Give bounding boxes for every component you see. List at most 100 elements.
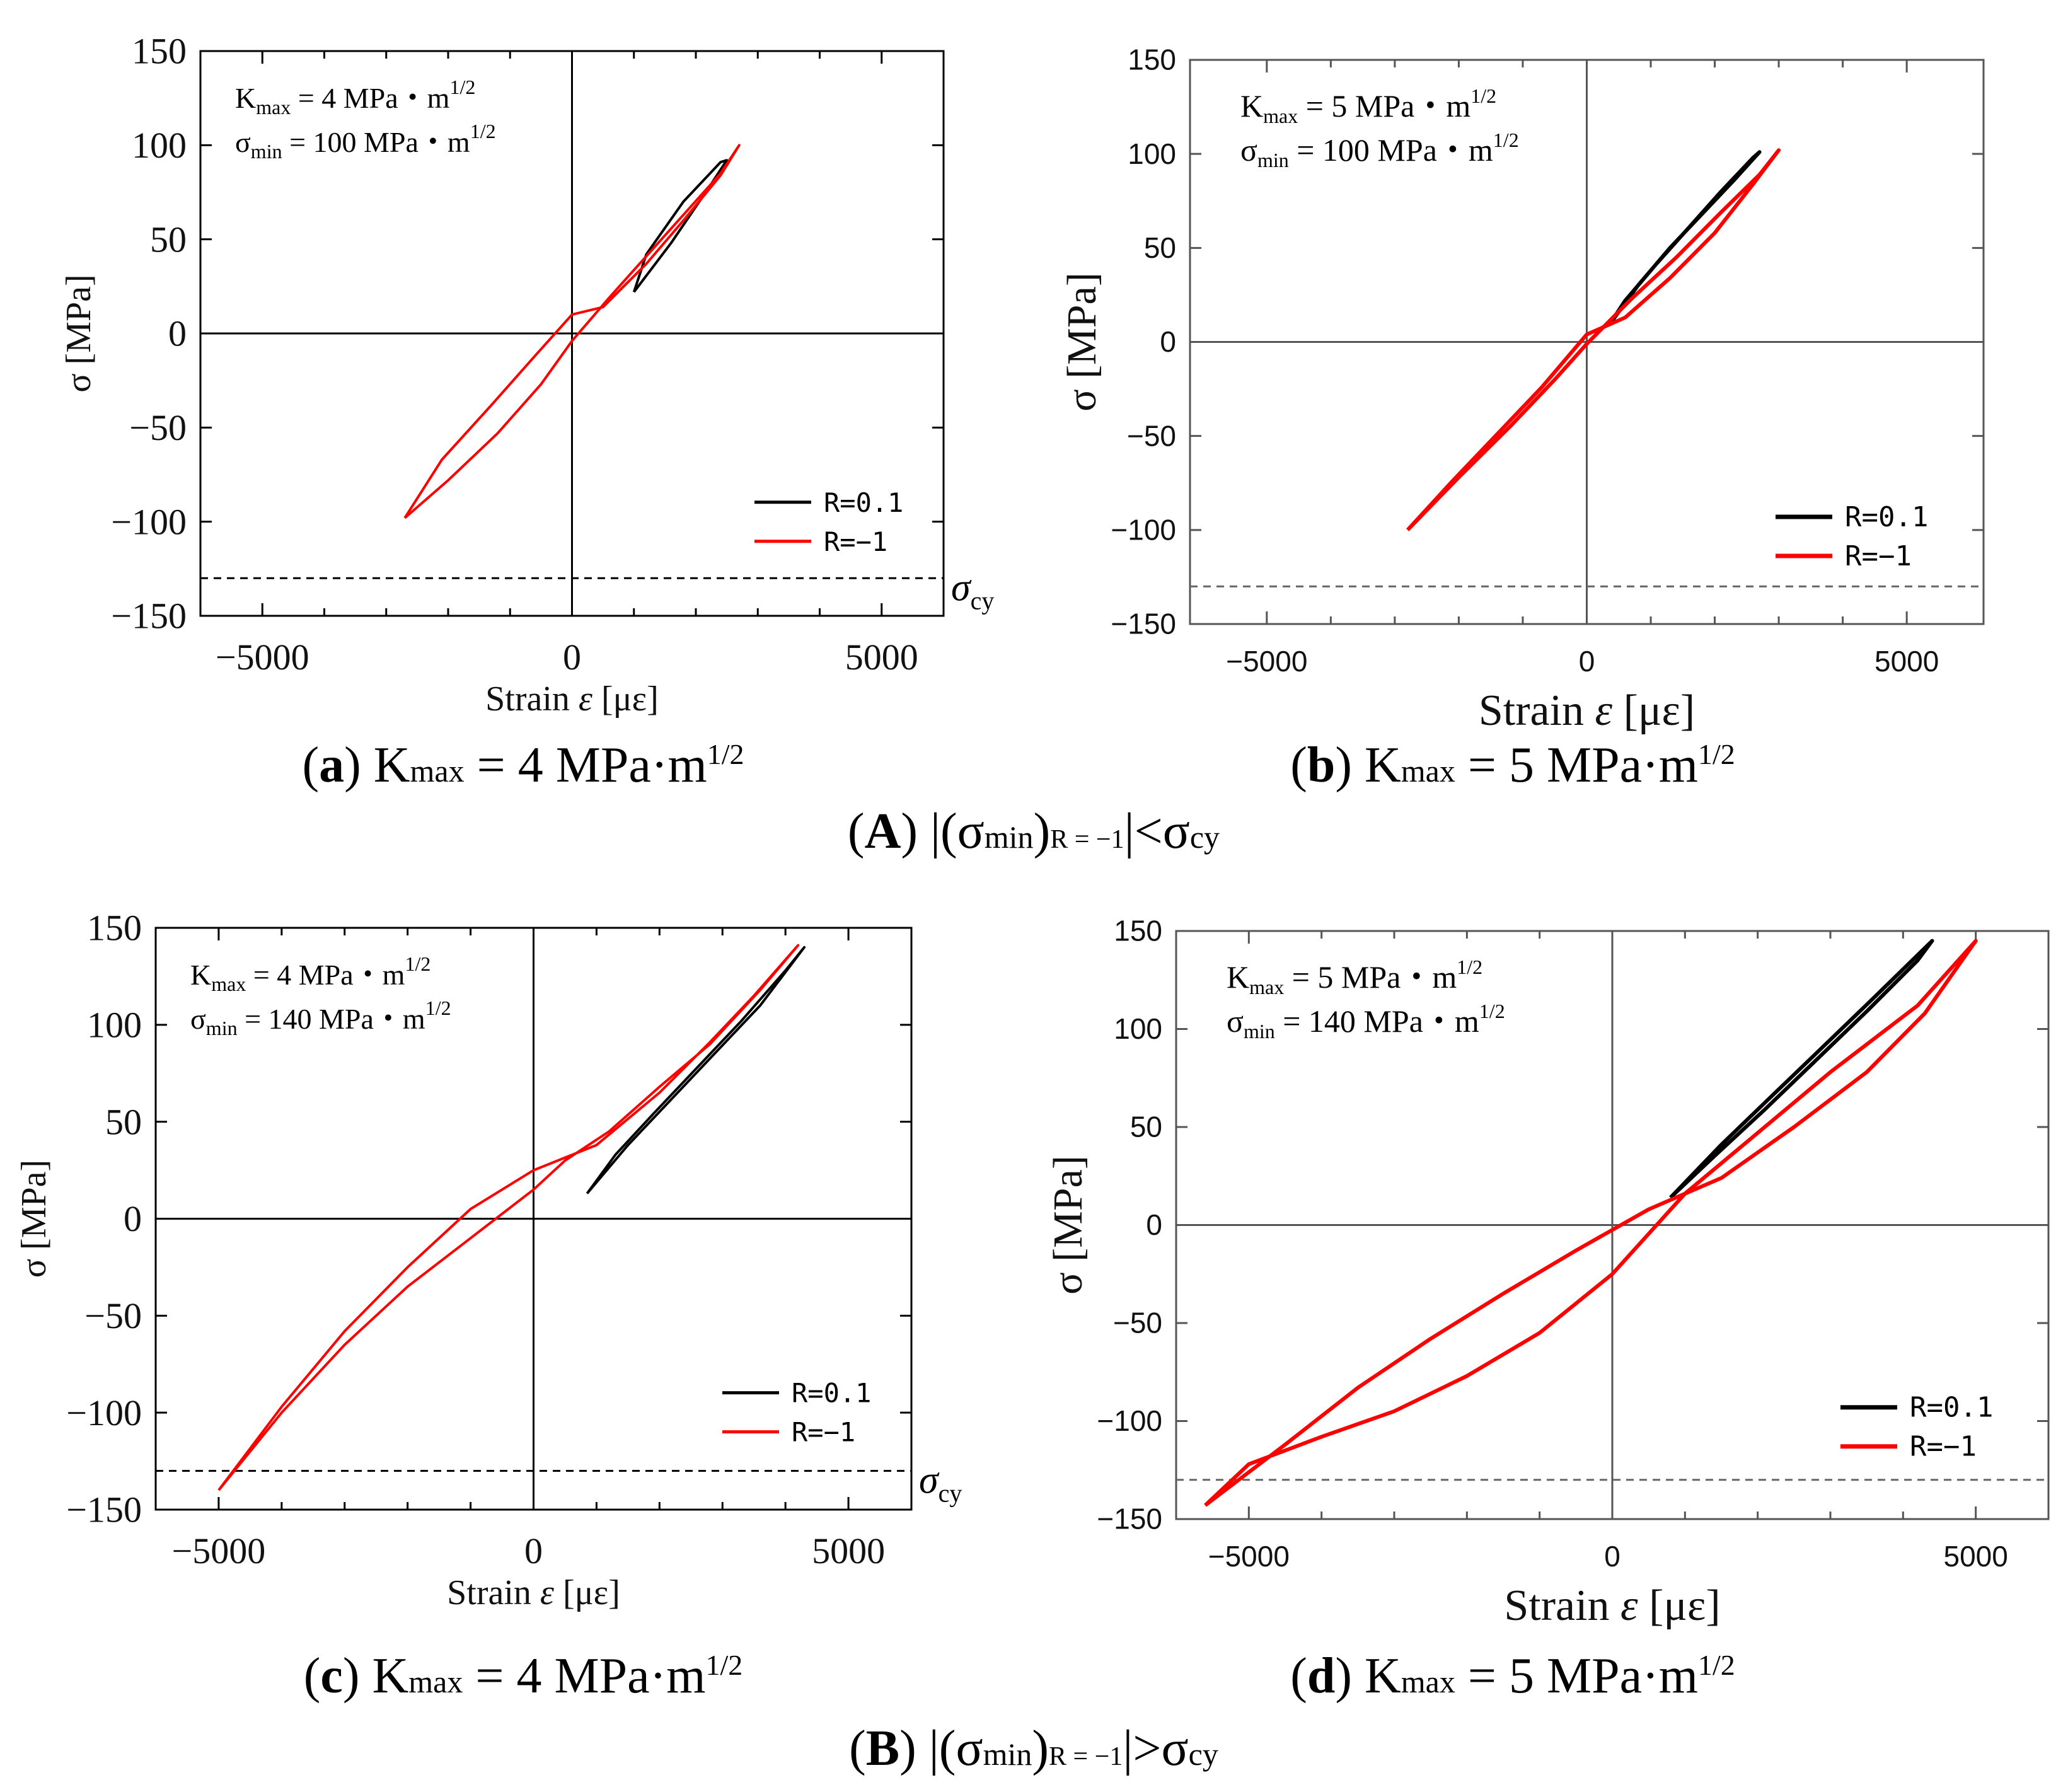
y-tick-label: −50: [84, 1295, 142, 1336]
panel-caption: (c) Kmax = 4 MPa·m1/2: [304, 1648, 743, 1704]
annotation-subscript: min: [251, 140, 282, 163]
group-cy: cy: [1189, 1737, 1218, 1772]
sigma-cy-label: σcy: [951, 566, 994, 615]
caption-open-paren: (: [302, 737, 319, 793]
annotation-superscript: 1/2: [470, 120, 496, 142]
y-axis-label: σ [MPa]: [14, 1160, 54, 1278]
group-abs-open: |(: [930, 804, 957, 859]
caption-subscript: max: [408, 1664, 463, 1699]
x-axis-label-prefix: Strain: [1504, 1581, 1620, 1630]
y-tick-label: 50: [150, 219, 187, 260]
series-r-minus-1-loop: [403, 144, 741, 519]
y-tick-label: 0: [168, 313, 187, 354]
group-abs-close: ): [1034, 804, 1051, 859]
series-r-minus-1-loop: [1204, 939, 1978, 1507]
caption-open-paren: (: [1290, 1648, 1307, 1704]
annotation-text: = 140 MPa・m: [1275, 1003, 1479, 1039]
x-axis-label: Strain ε [με]: [1479, 686, 1695, 735]
legend-label: R=−1: [824, 526, 887, 557]
y-tick-label: −150: [111, 596, 187, 637]
caption-superscript: 1/2: [1698, 1649, 1735, 1681]
caption-equation: = 4 MPa·m: [465, 737, 707, 793]
y-tick-label: 150: [132, 31, 187, 72]
legend-label: R=−1: [1910, 1431, 1977, 1463]
x-axis-label-prefix: Strain: [447, 1573, 540, 1612]
x-axis-label-prefix: Strain: [1479, 686, 1595, 735]
x-tick-label: −5000: [216, 637, 309, 678]
annotation-subscript: min: [1257, 149, 1289, 171]
annotation-superscript: 1/2: [1493, 129, 1519, 151]
panel-caption: (a) Kmax = 4 MPa·m1/2: [302, 737, 744, 793]
caption-superscript: 1/2: [1698, 738, 1735, 770]
x-axis-label: Strain ε [με]: [485, 679, 659, 719]
y-tick-label: −50: [129, 407, 187, 448]
group-open-paren: (: [848, 804, 865, 859]
caption-k: K: [1365, 737, 1401, 793]
legend-label: R=0.1: [824, 487, 903, 518]
sigma-cy-symbol: σ: [919, 1459, 940, 1501]
annotation-superscript: 1/2: [1470, 84, 1496, 107]
group-sigma-cy: σ: [1162, 1721, 1189, 1776]
annotation-subscript: max: [1263, 105, 1298, 127]
series-r-0.1-loop: [586, 945, 806, 1194]
sigma-cy-symbol: σ: [951, 566, 972, 609]
sigma-cy-subscript: cy: [939, 1479, 962, 1507]
x-axis-label-prefix: Strain: [485, 679, 579, 719]
legend-label: R=−1: [792, 1417, 855, 1448]
group-cy: cy: [1190, 819, 1220, 855]
chart-panel-d: 150 100 50 0 −50 −100 −150 −5000 0 5000 Strain ε […: [1045, 915, 2050, 1704]
group-letter: B: [866, 1721, 899, 1776]
annotation-symbol: σ: [1240, 132, 1257, 168]
x-axis-label-epsilon: ε: [1595, 686, 1613, 735]
y-tick-label: −100: [1111, 513, 1176, 546]
y-tick-label: −150: [1111, 608, 1176, 640]
group-close-paren: ): [899, 1721, 929, 1776]
annotation-line: Kmax = 4 MPa・m1/2: [235, 76, 475, 119]
x-tick-label: 5000: [845, 637, 918, 678]
annotation-line: Kmax = 5 MPa・m1/2: [1240, 84, 1496, 127]
caption-close-paren: ): [1335, 737, 1365, 793]
annotation-line: σmin = 140 MPa・m1/2: [1227, 1000, 1505, 1043]
x-axis-label-unit: [με]: [1638, 1581, 1721, 1630]
group-r: R = −1: [1049, 1742, 1123, 1771]
panel-caption: (b) Kmax = 5 MPa·m1/2: [1290, 737, 1735, 793]
series-r-minus-1-loop: [217, 944, 800, 1491]
annotation-text: = 100 MPa・m: [1289, 132, 1493, 168]
legend-label: R=0.1: [1910, 1392, 1993, 1424]
annotation-symbol: K: [190, 959, 211, 991]
annotation-symbol: K: [1227, 959, 1249, 995]
x-tick-label: 0: [1604, 1540, 1620, 1573]
caption-equation: = 4 MPa·m: [463, 1648, 705, 1704]
group-r: R = −1: [1050, 825, 1124, 854]
x-axis-label: Strain ε [με]: [1504, 1581, 1720, 1630]
annotation-symbol: σ: [1227, 1003, 1244, 1039]
x-tick-label: 0: [1579, 645, 1595, 678]
annotation-subscript: max: [1249, 976, 1284, 998]
x-tick-label: −5000: [1208, 1540, 1290, 1573]
series-r-0.1-loop: [632, 159, 729, 293]
y-tick-label: 50: [1130, 1111, 1162, 1143]
x-axis-label-unit: [με]: [554, 1573, 620, 1612]
annotation-line: σmin = 100 MPa・m1/2: [235, 120, 496, 163]
annotation-symbol: K: [1240, 88, 1263, 124]
caption-open-paren: (: [304, 1648, 321, 1704]
annotation-text: = 140 MPa・m: [238, 1003, 425, 1035]
y-tick-label: 150: [1114, 915, 1162, 947]
group-abs-open: |(: [929, 1721, 956, 1776]
y-tick-label: 0: [124, 1198, 142, 1239]
annotation-symbol: σ: [235, 126, 251, 158]
group-letter: A: [865, 804, 901, 859]
y-tick-label: 50: [105, 1101, 142, 1142]
series-r-0.1-loop: [1669, 939, 1934, 1199]
caption-close-paren: ): [343, 1648, 373, 1704]
caption-subscript: max: [1401, 753, 1455, 789]
annotation-symbol: σ: [190, 1003, 206, 1035]
caption-k: K: [373, 1648, 409, 1704]
y-tick-label: −100: [111, 501, 187, 542]
y-tick-label: −100: [66, 1392, 142, 1433]
caption-letter: a: [319, 737, 344, 793]
caption-letter: c: [320, 1648, 343, 1704]
group-close-paren: ): [901, 804, 930, 859]
